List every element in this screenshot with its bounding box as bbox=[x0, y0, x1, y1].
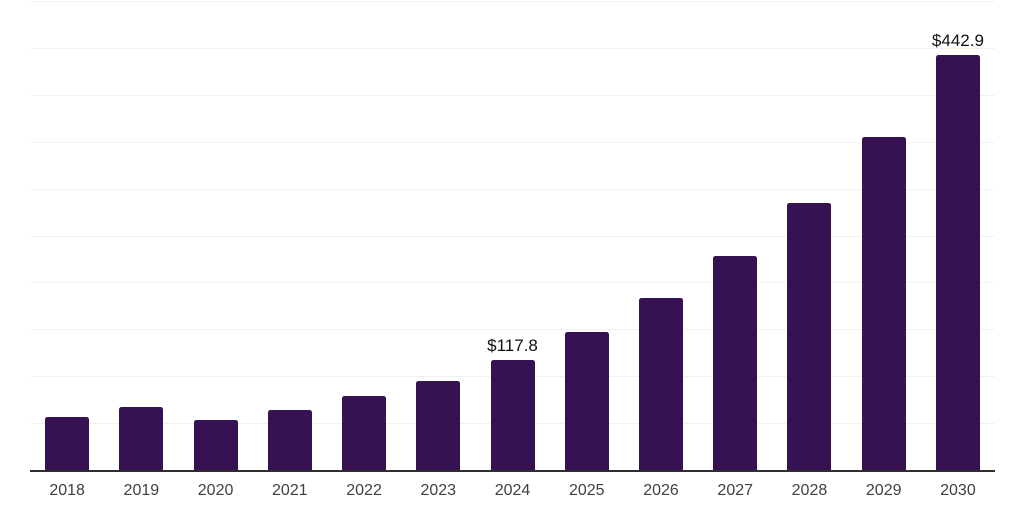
bar-2029 bbox=[861, 137, 906, 470]
bar-slot-2019 bbox=[104, 1, 178, 470]
bar-2022 bbox=[342, 395, 387, 470]
bar-slot-2020 bbox=[178, 1, 252, 470]
x-tick-label-2027: 2027 bbox=[717, 482, 754, 499]
bar-2025 bbox=[564, 332, 609, 470]
x-tick-label-2020: 2020 bbox=[197, 482, 234, 499]
bar-slot-2024: $117.8 bbox=[475, 1, 549, 470]
bar-slot-2027 bbox=[698, 1, 772, 470]
x-tick-label-2022: 2022 bbox=[346, 482, 382, 499]
x-tick-label-2028: 2028 bbox=[791, 482, 828, 499]
x-tick-label-2030: 2030 bbox=[940, 482, 976, 499]
data-label-2030: $442.9 bbox=[931, 30, 984, 50]
x-tick-label-2023: 2023 bbox=[420, 482, 457, 499]
bar-slot-2025 bbox=[550, 1, 624, 470]
bar-2020 bbox=[193, 420, 238, 470]
bar-slot-2029 bbox=[847, 1, 921, 470]
bar-2027 bbox=[713, 255, 758, 470]
bar-2023 bbox=[416, 380, 461, 470]
x-tick-label-2018: 2018 bbox=[49, 482, 85, 499]
plot-area: $117.8 $442.9 bbox=[30, 1, 995, 472]
data-label-2024: $117.8 bbox=[487, 335, 538, 355]
bar-slot-2023 bbox=[401, 1, 475, 470]
bar-2018 bbox=[45, 416, 90, 470]
bar-2030 bbox=[935, 54, 980, 470]
bar-2026 bbox=[638, 298, 683, 470]
x-tick-label-2029: 2029 bbox=[865, 482, 902, 499]
x-tick-label-2024: 2024 bbox=[494, 482, 531, 499]
bars-container: $117.8 $442.9 bbox=[30, 1, 995, 470]
bar-2019 bbox=[119, 407, 164, 470]
bar-slot-2028 bbox=[772, 1, 846, 470]
x-tick-label-2019: 2019 bbox=[123, 482, 160, 499]
bar-2024 bbox=[490, 359, 535, 470]
x-axis: 2018 2019 2020 2021 2022 2023 2024 2025 2026 2027… bbox=[30, 481, 995, 500]
bar-slot-2030: $442.9 bbox=[921, 1, 995, 470]
x-tick-label-2021: 2021 bbox=[272, 482, 308, 499]
bar-slot-2018 bbox=[30, 1, 104, 470]
bar-slot-2021 bbox=[253, 1, 327, 470]
bar-slot-2026 bbox=[624, 1, 698, 470]
bar-2028 bbox=[787, 202, 832, 470]
x-tick-label-2026: 2026 bbox=[643, 482, 679, 499]
bar-slot-2022 bbox=[327, 1, 401, 470]
x-tick-label-2025: 2025 bbox=[568, 482, 605, 499]
bar-2021 bbox=[267, 409, 312, 470]
